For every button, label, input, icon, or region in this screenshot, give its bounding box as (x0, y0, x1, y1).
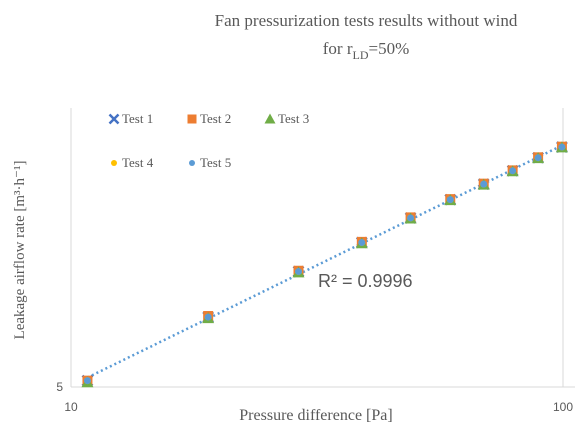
x-axis-label: Pressure difference [Pa] (239, 407, 392, 424)
y-tick-label: 5 (56, 380, 63, 394)
trendline (86, 144, 563, 379)
subtitle-text: for r (323, 39, 353, 58)
legend-label: Test 2 (200, 111, 231, 126)
annotation: R² = 0.9996 (318, 271, 413, 291)
data-point (446, 196, 454, 204)
x-tick-label: 10 (64, 400, 78, 414)
data-point (558, 143, 566, 151)
legend-marker (108, 113, 120, 125)
legend-marker (111, 160, 117, 166)
data-point (534, 154, 542, 162)
data-point (480, 180, 488, 188)
legend-marker (189, 160, 195, 166)
data-point (204, 313, 212, 321)
subtitle-suffix: =50% (368, 39, 409, 58)
legend-label: Test 5 (200, 155, 231, 170)
subtitle-subscript: LD (352, 48, 368, 62)
legend-label: Test 1 (122, 111, 153, 126)
chart-subtitle: for rLD=50% (323, 39, 409, 62)
y-axis-label: Leakage airflow rate [m³·h⁻¹] (12, 161, 28, 340)
legend-marker (187, 114, 197, 124)
legend-label: Test 4 (122, 155, 154, 170)
chart-title: Fan pressurization tests results without… (215, 11, 518, 30)
data-point (509, 167, 517, 175)
data-point (407, 214, 415, 222)
data-point (358, 239, 366, 247)
x-tick-label: 100 (553, 400, 573, 414)
legend-marker (264, 113, 276, 124)
data-point (294, 268, 302, 276)
legend-label: Test 3 (278, 111, 309, 126)
data-point (83, 377, 91, 385)
